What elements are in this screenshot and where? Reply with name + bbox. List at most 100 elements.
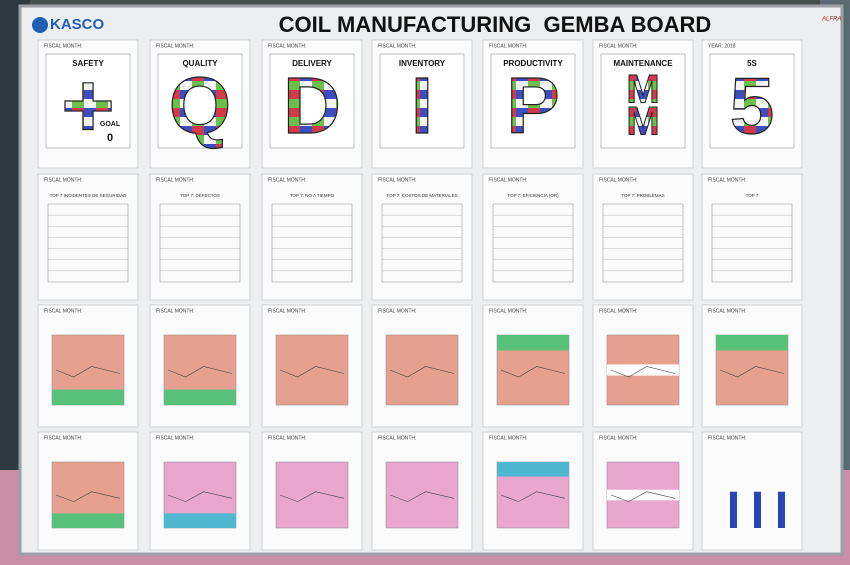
fiscal-month-label: FISCAL MONTH: bbox=[156, 435, 194, 441]
fiscal-month-label: FISCAL MONTH: bbox=[599, 43, 637, 49]
top7-title: TOP 7: DEFECTOS bbox=[180, 193, 220, 198]
logo-icon bbox=[32, 17, 48, 33]
fiscal-month-label: FISCAL MONTH: bbox=[268, 43, 306, 49]
trend-line bbox=[610, 491, 676, 502]
fiscal-month-label: YEAR: 2018 bbox=[708, 43, 736, 49]
trend-line bbox=[55, 491, 121, 502]
top7-table bbox=[271, 203, 353, 283]
fiscal-month-label: FISCAL MONTH: bbox=[599, 177, 637, 183]
top7-title: TOP 7 INCIDENTES DE SEGURIDAD bbox=[50, 193, 128, 198]
top7-title: TOP 7 bbox=[746, 193, 759, 198]
letter-frame bbox=[709, 53, 795, 149]
fiscal-month-label: FISCAL MONTH: bbox=[708, 435, 746, 441]
board-title: COIL MANUFACTURING GEMBA BOARD bbox=[279, 12, 712, 37]
goal-value: 0 bbox=[107, 132, 113, 144]
category-letter: D bbox=[283, 61, 341, 150]
paper bbox=[701, 173, 803, 301]
trend-line bbox=[167, 491, 233, 502]
fiscal-month-label: FISCAL MONTH: bbox=[378, 177, 416, 183]
fiscal-month-label: FISCAL MONTH: bbox=[268, 435, 306, 441]
logo-text: KASCO bbox=[50, 16, 105, 33]
top7-title: TOP 7: NO A TIEMPO bbox=[290, 193, 335, 198]
paper bbox=[701, 431, 803, 551]
trend-line bbox=[167, 366, 233, 378]
category-letter: I bbox=[411, 61, 433, 150]
top7-table bbox=[711, 203, 793, 283]
fiscal-month-label: FISCAL MONTH: bbox=[268, 177, 306, 183]
fiscal-month-label: FISCAL MONTH: bbox=[708, 308, 746, 314]
goal-label: GOAL bbox=[100, 121, 121, 128]
chart-gap bbox=[607, 364, 679, 376]
fiscal-month-label: FISCAL MONTH: bbox=[489, 177, 527, 183]
logo: KASCO bbox=[32, 16, 105, 33]
fiscal-month-label: FISCAL MONTH: bbox=[378, 308, 416, 314]
fiscal-month-label: FISCAL MONTH: bbox=[489, 308, 527, 314]
trend-line bbox=[500, 491, 566, 502]
chart-band bbox=[164, 513, 236, 528]
paper bbox=[37, 173, 139, 301]
letter-frame bbox=[379, 53, 465, 149]
fiscal-month-label: FISCAL MONTH: bbox=[489, 435, 527, 441]
trend-line bbox=[389, 491, 455, 502]
chart-band bbox=[497, 462, 569, 477]
paper bbox=[149, 173, 251, 301]
top7-table bbox=[159, 203, 241, 283]
category-name: PRODUCTIVITY bbox=[503, 59, 563, 68]
chart-band bbox=[52, 513, 124, 528]
top7-table bbox=[492, 203, 574, 283]
trend-line bbox=[500, 366, 566, 378]
category-letter: M bbox=[626, 68, 659, 112]
corner-logo: ALFRA bbox=[821, 17, 841, 23]
fiscal-month-label: FISCAL MONTH: bbox=[378, 43, 416, 49]
category-letter: M bbox=[626, 100, 659, 144]
chart-area bbox=[275, 334, 349, 406]
letter-frame bbox=[157, 53, 243, 149]
top7-title: TOP 7: EFICIENCIA (OR) bbox=[507, 193, 559, 198]
category-letter: 5 bbox=[730, 61, 775, 150]
top7-table bbox=[602, 203, 684, 283]
fiscal-month-label: FISCAL MONTH: bbox=[489, 43, 527, 49]
top7-title: TOP 7: COSTOS DE MATERIALES bbox=[386, 193, 457, 198]
chart-band bbox=[164, 389, 236, 405]
trend-line bbox=[279, 366, 345, 378]
paper bbox=[371, 173, 473, 301]
fiscal-month-label: FISCAL MONTH: bbox=[44, 308, 82, 314]
paper bbox=[261, 173, 363, 301]
category-letter: P bbox=[506, 61, 559, 150]
chart-band bbox=[716, 335, 788, 351]
bar-chart-bar bbox=[730, 491, 737, 528]
fiscal-month-label: FISCAL MONTH: bbox=[599, 308, 637, 314]
letter-frame bbox=[600, 53, 686, 149]
category-letter: + bbox=[61, 54, 115, 156]
letter-frame bbox=[490, 53, 576, 149]
fiscal-month-label: FISCAL MONTH: bbox=[708, 177, 746, 183]
fiscal-month-label: FISCAL MONTH: bbox=[44, 177, 82, 183]
category-name: MAINTENANCE bbox=[613, 59, 673, 68]
fiscal-month-label: FISCAL MONTH: bbox=[156, 308, 194, 314]
category-name: QUALITY bbox=[182, 59, 218, 68]
bar-chart-bar bbox=[778, 491, 785, 528]
category-letter: Q bbox=[169, 61, 231, 150]
letter-frame bbox=[269, 53, 355, 149]
chart-area bbox=[385, 461, 459, 529]
fiscal-month-label: FISCAL MONTH: bbox=[378, 435, 416, 441]
chart-area bbox=[385, 334, 459, 406]
trend-line bbox=[279, 491, 345, 502]
fiscal-month-label: FISCAL MONTH: bbox=[156, 43, 194, 49]
paper bbox=[482, 173, 584, 301]
trend-line bbox=[719, 366, 785, 378]
letter-frame bbox=[45, 53, 131, 149]
top7-title: TOP 7: PROBLEMAS bbox=[621, 193, 664, 198]
chart-band bbox=[497, 335, 569, 351]
category-name: DELIVERY bbox=[292, 59, 332, 68]
fiscal-month-label: FISCAL MONTH: bbox=[156, 177, 194, 183]
category-name: INVENTORY bbox=[399, 59, 446, 68]
category-name: 5S bbox=[747, 59, 757, 68]
trend-line bbox=[55, 366, 121, 378]
chart-area bbox=[275, 461, 349, 529]
bar-chart-bar bbox=[754, 491, 761, 528]
trend-line bbox=[610, 366, 676, 378]
chart-band bbox=[52, 389, 124, 405]
